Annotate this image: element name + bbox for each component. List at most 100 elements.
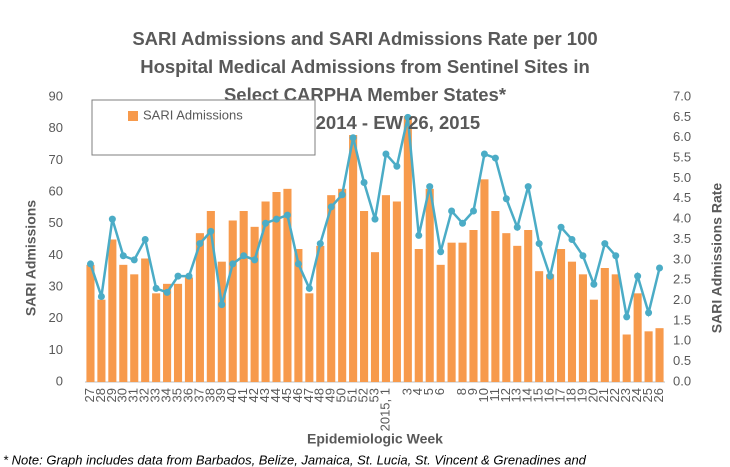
line-marker <box>130 256 138 264</box>
y2-tick-label: 7.0 <box>673 88 691 103</box>
bar <box>173 283 183 382</box>
y2-tick-label: 6.5 <box>673 109 691 124</box>
bar <box>184 277 194 382</box>
x-tick-label: 17 <box>552 388 567 402</box>
line-marker <box>480 150 488 158</box>
x-tick-label: 20 <box>585 388 600 402</box>
x-tick-label: 23 <box>618 388 633 402</box>
line-marker <box>196 240 204 248</box>
bar <box>86 264 95 382</box>
x-tick-label: 30 <box>115 388 130 402</box>
x-tick-label: 6 <box>432 388 447 395</box>
y2-tick-label: 3.5 <box>673 231 691 246</box>
line-marker <box>491 154 499 162</box>
line-marker <box>218 301 226 309</box>
line-marker <box>459 219 467 227</box>
y2-tick-label: 5.0 <box>673 170 691 185</box>
bar <box>502 233 511 382</box>
y2-tick-label: 2.0 <box>673 292 691 307</box>
bar <box>403 116 412 382</box>
line-marker <box>185 272 193 280</box>
line-marker <box>469 207 477 215</box>
x-tick-label: 45 <box>279 388 294 402</box>
y-tick-label: 90 <box>49 88 63 103</box>
bar <box>524 230 533 382</box>
bar <box>141 258 150 382</box>
bar <box>567 261 577 382</box>
y2-tick-label: 4.0 <box>673 211 691 226</box>
line-marker <box>634 272 642 280</box>
line-marker <box>349 134 357 142</box>
x-tick-label: 15 <box>531 388 546 402</box>
x-tick-label: 29 <box>104 388 119 402</box>
line-marker <box>316 240 324 248</box>
bar <box>360 211 369 382</box>
line-marker <box>393 162 401 170</box>
bar <box>370 252 380 382</box>
y-tick-label: 50 <box>49 215 63 230</box>
y2-tick-label: 2.5 <box>673 272 691 287</box>
line-marker <box>86 260 94 268</box>
bar <box>622 334 631 382</box>
line-marker <box>557 223 565 231</box>
note: * Note: Graph includes data from Barbado… <box>3 452 587 467</box>
bar <box>195 233 204 382</box>
bar <box>644 331 653 382</box>
line-marker <box>251 256 259 264</box>
line-marker <box>546 272 554 280</box>
line-marker <box>294 260 302 268</box>
line-marker <box>97 293 105 300</box>
y2-tick-label: 0.0 <box>673 373 691 388</box>
bar <box>119 264 128 382</box>
bar <box>436 264 445 382</box>
bar <box>261 201 270 382</box>
bar <box>163 283 172 382</box>
bar <box>239 211 248 382</box>
line-marker <box>174 272 182 280</box>
line-marker <box>338 191 346 199</box>
bar <box>513 245 522 382</box>
y2-tick-label: 4.5 <box>673 190 691 205</box>
bar <box>250 226 259 382</box>
bar <box>458 242 467 382</box>
x-tick-label: 31 <box>126 388 141 402</box>
line-marker <box>152 284 160 292</box>
y2-tick-label: 5.5 <box>673 150 691 165</box>
bar <box>600 268 609 382</box>
x-tick-label: 47 <box>301 388 316 402</box>
bar <box>349 135 358 382</box>
x-tick-label: 27 <box>82 388 97 402</box>
line-marker <box>108 215 116 223</box>
x-tick-label: 52 <box>355 388 370 402</box>
x-tick-label: 4 <box>410 388 425 395</box>
bar <box>491 211 500 382</box>
x-tick-label: 21 <box>596 388 611 402</box>
line-marker <box>262 219 270 227</box>
y-tick-label: 10 <box>49 342 63 357</box>
line-marker <box>513 223 521 231</box>
y-tick-label: 0 <box>56 373 63 388</box>
bar <box>655 328 664 382</box>
bar <box>546 274 555 382</box>
y2-tick-label: 6.0 <box>673 129 691 144</box>
y-tick-label: 70 <box>49 152 63 167</box>
y2-axis-title: SARI Admissions Rate <box>709 183 725 334</box>
legend: SARI Admissions <box>91 99 316 156</box>
y2-tick-label: 3.0 <box>673 251 691 266</box>
bar <box>130 274 139 382</box>
chart-title: SARI Admissions and SARI Admissions Rate… <box>132 28 597 49</box>
bar <box>206 211 215 382</box>
bar <box>480 179 489 382</box>
line-marker <box>568 236 576 243</box>
line-marker <box>535 240 543 248</box>
x-tick-label: 48 <box>312 388 327 402</box>
line-marker <box>656 264 664 272</box>
chart-title: Hospital Medical Admissions from Sentine… <box>140 56 590 77</box>
x-tick-label: 8 <box>454 388 469 395</box>
x-axis-title: Epidemiologic Week <box>307 431 443 447</box>
bar <box>381 195 390 382</box>
y-tick-label: 40 <box>49 247 63 262</box>
line-marker <box>590 280 598 288</box>
x-tick-label: 11 <box>487 388 502 402</box>
bar <box>327 195 336 382</box>
